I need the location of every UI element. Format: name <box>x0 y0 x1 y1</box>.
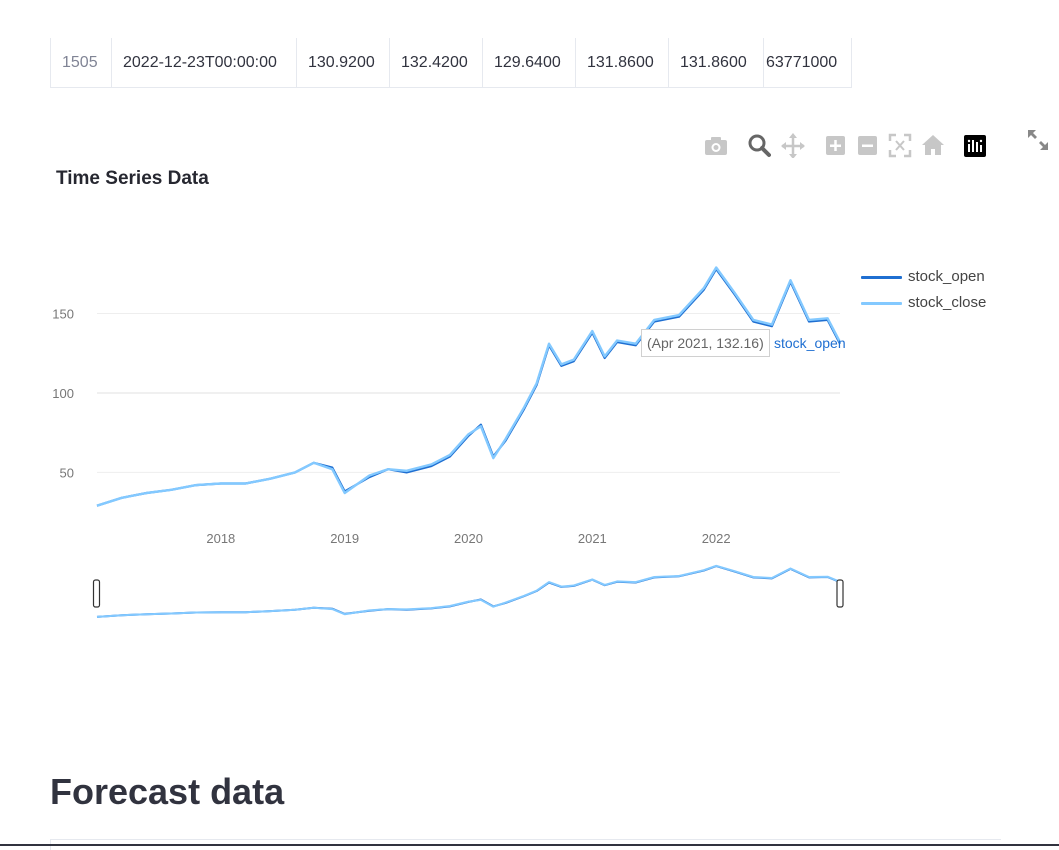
x-tick-label: 2020 <box>454 531 483 546</box>
y-tick-label: 150 <box>52 307 74 322</box>
camera-icon[interactable] <box>704 132 728 158</box>
legend-swatch-stock-close <box>861 302 902 305</box>
rangeslider-handle-left[interactable] <box>92 579 101 608</box>
table-cell-open: 130.9200 <box>297 38 390 87</box>
rangeslider-line-stock-close <box>96 564 841 618</box>
table-cell-low: 129.6400 <box>483 38 576 87</box>
table-cell-volume: 63771000 <box>766 54 838 71</box>
top-data-table-row: 1505 2022-12-23T00:00:00 130.9200 132.42… <box>50 38 852 88</box>
table-cell-adj-close: 131.8600 <box>669 38 764 87</box>
forecast-heading: Forecast data <box>50 771 285 812</box>
hover-tooltip: (Apr 2021, 132.16) <box>641 329 770 357</box>
table-row-index: 1505 <box>51 38 112 87</box>
series-line-stock-close[interactable] <box>96 266 842 507</box>
reset-axes-icon[interactable] <box>921 132 945 158</box>
legend-item-stock-close[interactable]: stock_close <box>860 292 1000 318</box>
x-tick-label: 2019 <box>330 531 359 546</box>
y-tick-label: 100 <box>52 386 74 401</box>
rangeslider-handle-right[interactable] <box>836 579 844 608</box>
chart-modebar <box>700 132 1000 160</box>
x-tick-label: 2021 <box>578 531 607 546</box>
zoom-out-icon[interactable] <box>856 132 880 158</box>
legend-label-stock-open: stock_open <box>908 268 985 285</box>
table-cell-date: 2022-12-23T00:00:00 <box>112 38 297 87</box>
autoscale-icon[interactable] <box>888 132 912 158</box>
zoom-icon[interactable] <box>747 132 771 158</box>
rangeslider-line-stock-open <box>96 565 841 618</box>
fullscreen-expand-icon[interactable] <box>1026 128 1050 152</box>
table-cell-high: 132.4200 <box>390 38 483 87</box>
x-tick-label: 2018 <box>206 531 235 546</box>
legend-swatch-stock-open <box>861 276 902 279</box>
hover-tooltip-series: stock_open <box>774 335 846 351</box>
x-tick-label: 2022 <box>702 531 731 546</box>
legend-item-stock-open[interactable]: stock_open <box>860 266 1000 292</box>
table-cell-close: 131.8600 <box>576 38 669 87</box>
pan-icon[interactable] <box>781 132 805 159</box>
zoom-in-icon[interactable] <box>824 132 848 158</box>
legend-label-stock-close: stock_close <box>908 294 987 311</box>
page-bottom-border <box>0 844 1059 846</box>
chart-title: Time Series Data <box>56 168 209 189</box>
chart-legend: stock_open stock_close <box>860 266 1000 318</box>
y-tick-label: 50 <box>60 465 74 480</box>
plotly-logo-icon[interactable] <box>963 132 987 158</box>
series-line-stock-open[interactable] <box>96 268 841 507</box>
